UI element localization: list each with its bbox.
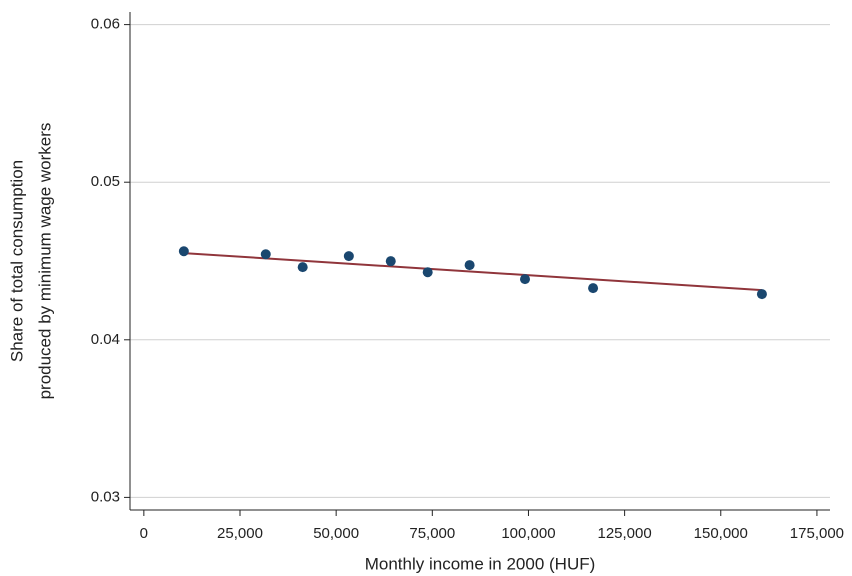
x-tick-label: 125,000 (597, 525, 651, 542)
data-point (343, 251, 354, 262)
x-tick-label: 50,000 (313, 525, 359, 542)
x-tick-label: 25,000 (217, 525, 263, 542)
x-tick-label: 150,000 (694, 525, 748, 542)
x-axis-title: Monthly income in 2000 (HUF) (365, 554, 596, 573)
data-point (588, 283, 599, 294)
x-tick-label: 100,000 (501, 525, 555, 542)
y-axis-title: Share of total consumption (7, 160, 26, 362)
data-point (385, 256, 396, 267)
data-point (260, 249, 271, 260)
x-tick-label: 175,000 (790, 525, 844, 542)
x-tick-label: 0 (140, 525, 148, 542)
y-tick-label: 0.04 (91, 331, 120, 348)
data-point (178, 246, 189, 257)
fit-line (183, 252, 762, 292)
y-tick-label: 0.06 (91, 16, 120, 33)
data-point (297, 262, 308, 273)
data-point (520, 274, 530, 285)
x-tick-label: 75,000 (409, 525, 455, 542)
data-point (756, 289, 767, 300)
data-point (422, 267, 433, 278)
data-point (464, 260, 475, 271)
y-tick-label: 0.05 (91, 173, 120, 190)
y-tick-label: 0.03 (91, 488, 120, 505)
y-axis-title: produced by minimum wage workers (35, 123, 54, 400)
